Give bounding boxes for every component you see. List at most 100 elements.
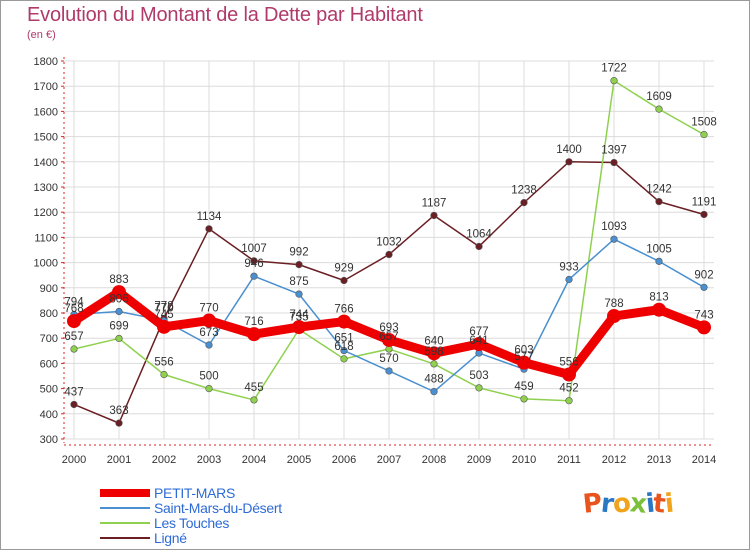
x-tick-label: 2012: [602, 454, 626, 466]
data-label: 657: [379, 331, 398, 343]
grid-lines: [64, 60, 714, 440]
y-tick-label: 1100: [34, 232, 58, 244]
data-label: 500: [199, 371, 218, 383]
data-label: 788: [604, 298, 623, 310]
data-point: [517, 355, 531, 370]
data-point: [250, 272, 258, 280]
x-tick-label: 2010: [512, 454, 536, 466]
legend-label: Les Touches: [154, 515, 230, 531]
data-label: 640: [424, 335, 443, 347]
y-axis-ticks: 300 400 500 600 700 800 900 1000 1100 1200 1300 140…: [34, 56, 58, 446]
y-tick-label: 900: [40, 283, 58, 295]
data-point: [205, 385, 213, 393]
data-point: [655, 198, 663, 206]
x-tick-label: 2011: [557, 454, 581, 466]
data-label: 933: [559, 261, 578, 273]
y-tick-label: 1000: [34, 258, 58, 270]
data-label: 929: [334, 262, 353, 274]
legend-item: Saint-Mars-du-Désert: [100, 501, 360, 516]
x-tick-label: 2003: [197, 454, 221, 466]
line-chart: 300 400 500 600 700 800 900 1000 1100 1200 1300 140…: [34, 56, 717, 466]
data-label: 641: [469, 335, 488, 347]
data-point: [295, 290, 303, 298]
data-label: 992: [289, 247, 308, 259]
data-label: 1093: [601, 221, 627, 233]
data-point: [250, 396, 258, 404]
data-point: [655, 257, 663, 265]
data-label: 745: [154, 309, 173, 321]
data-label: 1187: [422, 197, 447, 209]
data-labels: 437 363 778 1134 1007 992 929 1032 1187 1064 1238 1…: [64, 63, 716, 417]
data-label: 657: [64, 331, 83, 343]
y-tick-label: 1800: [34, 56, 58, 68]
legend-label: PETIT-MARS: [154, 485, 236, 501]
data-label: 363: [109, 405, 128, 417]
data-label: 1400: [556, 144, 582, 156]
data-label: 1397: [601, 145, 627, 157]
data-label: 1032: [376, 237, 402, 249]
data-label: 875: [289, 276, 308, 288]
data-label: 603: [514, 345, 533, 357]
data-point: [115, 334, 123, 343]
data-point: [157, 319, 171, 334]
x-tick-label: 2007: [377, 454, 401, 466]
brand-letter: i: [663, 488, 675, 520]
data-point: [520, 199, 528, 207]
data-label: 459: [514, 381, 533, 393]
y-tick-label: 400: [40, 409, 58, 421]
data-label: 503: [469, 370, 488, 382]
y-tick-label: 500: [40, 384, 58, 396]
data-label: 455: [244, 382, 263, 394]
data-point: [382, 332, 396, 347]
x-tick-label: 2006: [332, 454, 356, 466]
data-point: [250, 257, 258, 265]
data-label: 488: [424, 374, 443, 386]
data-label: 1238: [511, 185, 537, 197]
data-point: [652, 302, 666, 317]
y-tick-label: 1500: [34, 132, 58, 144]
y-tick-label: 1300: [34, 182, 58, 194]
data-label: 1609: [646, 91, 672, 103]
data-point: [295, 261, 303, 269]
y-tick-label: 1700: [34, 81, 58, 93]
brand-logo: Proxiti: [581, 488, 675, 520]
data-point: [292, 320, 306, 335]
data-point: [247, 327, 261, 342]
data-point: [607, 309, 621, 324]
legend-item: Ligné: [100, 531, 360, 546]
data-point: [115, 307, 123, 316]
data-point: [115, 419, 123, 427]
data-point: [67, 314, 81, 329]
data-point: [562, 367, 576, 382]
data-label: 770: [154, 303, 173, 315]
data-point: [160, 370, 168, 379]
data-point: [340, 346, 348, 355]
data-label: 1064: [466, 228, 492, 240]
x-tick-label: 2013: [647, 454, 671, 466]
data-point: [202, 313, 216, 328]
y-tick-label: 1600: [34, 106, 58, 118]
data-label: 883: [109, 274, 128, 286]
data-label: 806: [109, 293, 128, 305]
series-layer: [67, 77, 711, 427]
y-tick-label: 300: [40, 434, 58, 446]
data-label: 1508: [691, 117, 717, 129]
data-label: 1005: [646, 243, 672, 255]
data-point: [385, 367, 393, 375]
y-tick-label: 1200: [34, 207, 58, 219]
x-tick-label: 2014: [692, 454, 716, 466]
data-label: 1134: [197, 211, 222, 223]
legend-label: Ligné: [154, 530, 187, 546]
data-label: 902: [694, 269, 713, 281]
data-point: [205, 225, 213, 233]
data-point: [655, 105, 663, 113]
data-label: 651: [334, 333, 353, 345]
unit-label: (en €): [27, 29, 56, 41]
x-tick-label: 2005: [287, 454, 311, 466]
data-point: [427, 346, 441, 361]
data-point: [385, 250, 393, 259]
legend-swatch: [100, 489, 150, 497]
data-point: [112, 285, 126, 300]
x-tick-label: 2009: [467, 454, 491, 466]
